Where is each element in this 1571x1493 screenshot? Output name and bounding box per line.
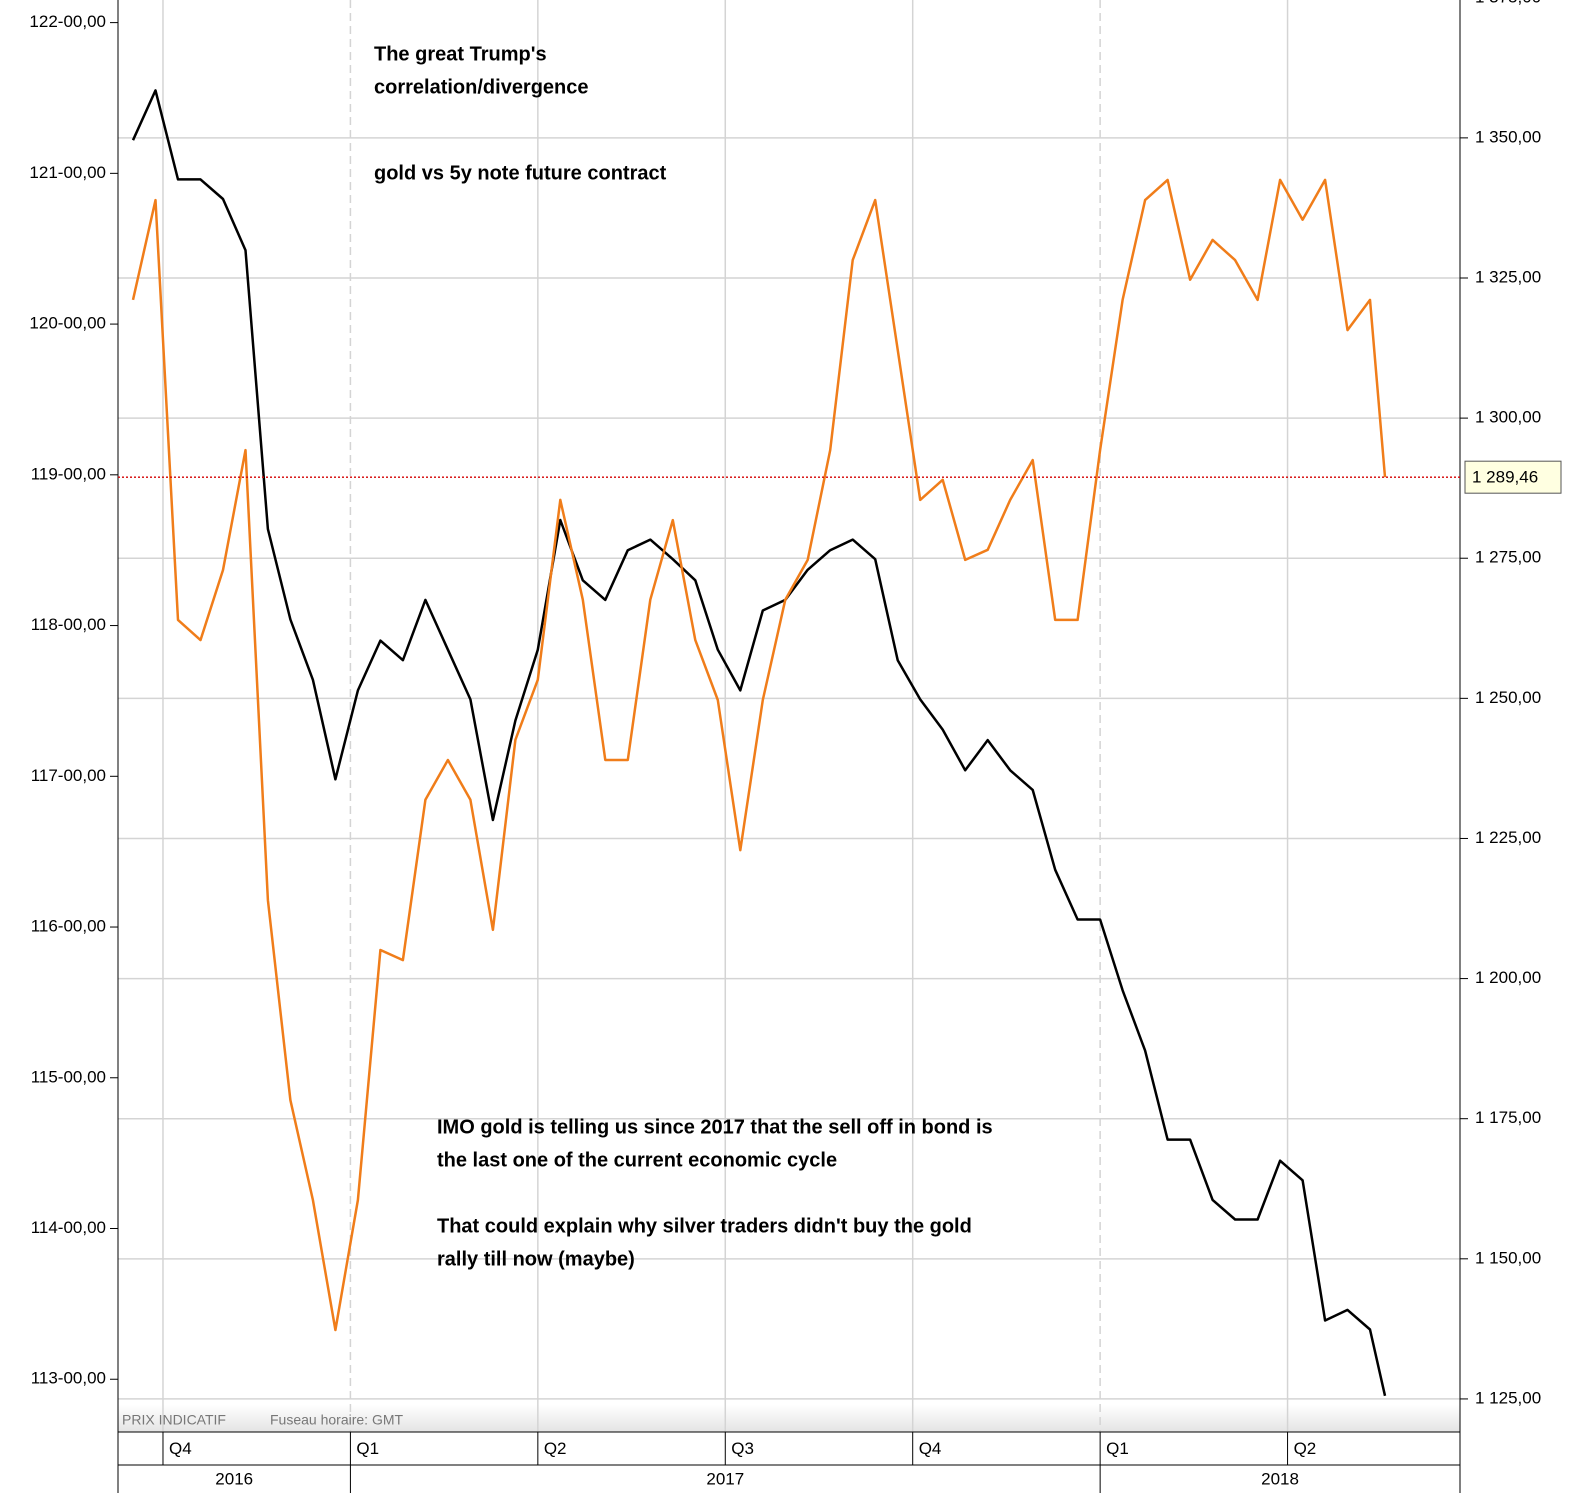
x-tick-label: Q1 (1106, 1439, 1129, 1458)
annotation: That could explain why silver traders di… (437, 1215, 972, 1237)
y2-tick-label: 1 125,00 (1475, 1388, 1541, 1407)
annotation: the last one of the current economic cyc… (437, 1149, 837, 1171)
annotation: IMO gold is telling us since 2017 that t… (437, 1116, 993, 1138)
year-label: 2018 (1261, 1469, 1299, 1488)
annotation: rally till now (maybe) (437, 1248, 635, 1270)
y2-tick-label: 1 275,00 (1475, 548, 1541, 567)
y2-tick-label: 1 225,00 (1475, 828, 1541, 847)
annotation: correlation/divergence (374, 76, 589, 98)
y2-tick-label: 1 375,00 (1475, 0, 1541, 6)
y-tick-label: 121-00,00 (29, 163, 106, 182)
grid (118, 0, 1460, 1432)
x-tick-label: Q2 (544, 1439, 567, 1458)
y2-tick-label: 1 325,00 (1475, 267, 1541, 286)
y-tick-label: 113-00,00 (31, 1369, 106, 1388)
y2-tick-label: 1 150,00 (1475, 1248, 1541, 1267)
y-tick-label: 115-00,00 (31, 1067, 106, 1086)
year-label: 2017 (706, 1469, 744, 1488)
y-tick-label: 117-00,00 (31, 766, 106, 785)
x-tick-label: Q3 (731, 1439, 754, 1458)
y2-tick-label: 1 350,00 (1475, 127, 1541, 146)
footnote: PRIX INDICATIF (122, 1412, 226, 1428)
x-tick-label: Q4 (169, 1439, 192, 1458)
annotation: gold vs 5y note future contract (374, 162, 667, 184)
series-line (131, 178, 1387, 1332)
last-value-label: 1 289,46 (1472, 468, 1538, 487)
overlay: 1 125,00 1 150,00 1 175,00 1 200,00 1 225,00… (29, 0, 1562, 1493)
footer-band (118, 1405, 1460, 1432)
x-tick-label: Q4 (919, 1439, 942, 1458)
y-tick-label: 118-00,00 (31, 615, 106, 634)
y2-tick-label: 1 250,00 (1475, 688, 1541, 707)
x-tick-label: Q2 (1294, 1439, 1317, 1458)
y2-tick-label: 1 200,00 (1475, 968, 1541, 987)
y-tick-label: 120-00,00 (29, 314, 106, 333)
annotation: The great Trump's (374, 43, 547, 65)
y2-tick-label: 1 175,00 (1475, 1108, 1541, 1127)
y-tick-label: 122-00,00 (29, 12, 106, 31)
y-tick-label: 116-00,00 (31, 917, 106, 936)
y2-tick-label: 1 300,00 (1475, 408, 1541, 427)
footnote: Fuseau horaire: GMT (270, 1412, 403, 1428)
x-tick-label: Q1 (356, 1439, 379, 1458)
last-value-box (1464, 460, 1562, 494)
y-tick-label: 119-00,00 (31, 464, 106, 483)
series-line (131, 89, 1387, 1397)
plot (131, 89, 1387, 1397)
y-tick-label: 114-00,00 (31, 1218, 106, 1237)
year-label: 2016 (215, 1469, 253, 1488)
